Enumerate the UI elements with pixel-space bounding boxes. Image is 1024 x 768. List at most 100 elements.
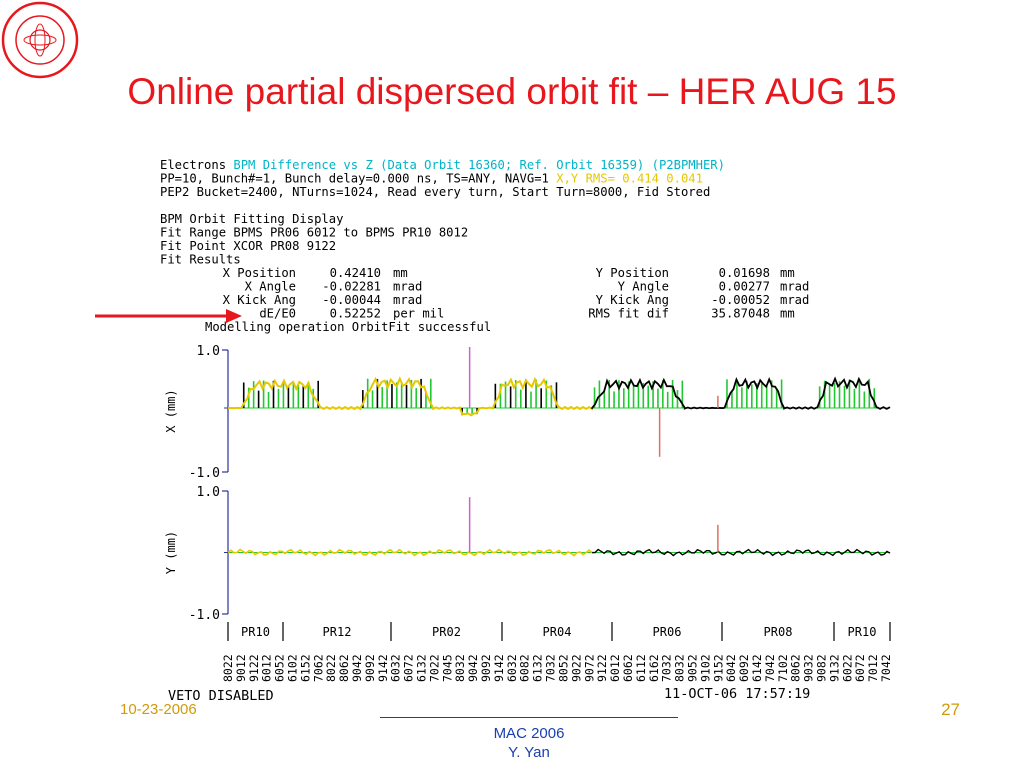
logo-center [29,29,51,51]
region-label-2: PR02 [432,625,461,639]
fit-value2-2: -0.00052 [711,293,770,307]
header-line-1: PP=10, Bunch#=1, Bunch delay=0.000 ns, T… [160,172,703,186]
bpm-label-34: 7032 [660,654,674,682]
bpm-label-38: 9152 [711,654,725,682]
bpm-label-6: 6152 [298,654,312,682]
fit-value-0: 0.42410 [330,266,381,280]
x-orbit-line-black [591,376,891,410]
y-ytick-bot: -1.0 [189,608,220,623]
bpm-label-50: 7012 [866,654,880,682]
bpm-label-45: 9032 [802,654,816,682]
bpm-label-35: 8032 [673,654,687,682]
bpm-label-7: 7062 [311,654,325,682]
bpm-label-1: 9012 [234,654,248,682]
region-label-1: PR12 [323,625,352,639]
fit-value2-3: 35.87048 [711,307,770,321]
logo-outer-ring [1,1,79,79]
bpm-label-31: 6062 [621,654,635,682]
region-label-6: PR10 [848,625,877,639]
fit-unit-3: per mil [393,307,444,321]
bpm-label-32: 6112 [634,654,648,682]
fit-line-0: BPM Orbit Fitting Display [160,212,343,226]
fit-unit-2: mrad [393,293,422,307]
footer-conference: MAC 2006 [493,725,565,742]
fit-label-0: X Position [223,266,296,280]
bpm-label-41: 6142 [750,654,764,682]
bpm-label-4: 6052 [273,654,287,682]
footer-divider [380,717,678,718]
region-label-0: PR10 [241,625,270,639]
fit-label2-1: Y Angle [618,280,669,294]
fit-unit2-0: mm [780,266,795,280]
x-orbit-line-yellow [227,376,594,417]
red-arrow-icon [95,309,242,323]
footer-date: 10-23-2006 [120,701,197,718]
fit-label-1: X Angle [245,280,296,294]
bpm-label-48: 6022 [840,654,854,682]
fit-label2-3: RMS fit dif [588,307,669,321]
bpm-label-49: 6072 [853,654,867,682]
bpm-label-37: 9102 [698,654,712,682]
bpm-label-46: 9082 [814,654,828,682]
bpm-label-47: 9132 [827,654,841,682]
fit-value2-1: 0.00277 [719,280,770,294]
y-ylabel: Y (mm) [164,531,178,574]
fit-label2-2: Y Kick Ang [596,293,669,307]
footer-author: Y. Yan [508,744,550,761]
fit-unit-1: mrad [393,280,422,294]
bpm-label-22: 6032 [505,654,519,682]
bpm-label-24: 6132 [531,654,545,682]
y-orbit-line-black [592,548,891,557]
region-label-5: PR08 [764,625,793,639]
region-label-3: PR04 [543,625,572,639]
y-orbit-line-yellow [227,548,593,557]
x-ytick-bot: -1.0 [189,466,220,481]
bpm-label-14: 6072 [402,654,416,682]
header-line-2: PEP2 Bucket=2400, NTurns=1024, Read ever… [160,185,710,199]
bpm-label-18: 8032 [453,654,467,682]
bpm-label-26: 8052 [556,654,570,682]
x-ytick-top: 1.0 [197,344,220,359]
bpm-label-13: 6032 [389,654,403,682]
bpm-label-21: 9142 [492,654,506,682]
bpm-label-25: 7032 [544,654,558,682]
bpm-label-23: 6082 [518,654,532,682]
bpm-label-11: 9092 [363,654,377,682]
bpm-label-0: 8022 [221,654,235,682]
fit-unit2-3: mm [780,307,795,321]
fit-value-2: -0.00044 [322,293,381,307]
fit-status: Modelling operation OrbitFit successful [205,320,491,334]
x-ylabel: X (mm) [164,389,178,432]
bpm-orbit-display: Electrons BPM Difference vs Z (Data Orbi… [160,158,893,682]
fit-label-3: dE/E0 [259,307,296,321]
bpm-label-29: 9122 [595,654,609,682]
page-number: 27 [941,700,960,719]
bpm-label-9: 8062 [337,654,351,682]
region-label-4: PR06 [653,625,682,639]
bpm-label-51: 7042 [879,654,893,682]
slac-seal-logo [1,1,79,79]
bpm-label-44: 8062 [789,654,803,682]
bpm-label-43: 7102 [776,654,790,682]
fit-value2-0: 0.01698 [719,266,770,280]
bpm-label-5: 6102 [286,654,300,682]
logo-atom-orbit-2 [34,23,46,57]
bpm-label-17: 7045 [440,654,454,682]
bpm-label-30: 6012 [608,654,622,682]
bpm-label-19: 9042 [466,654,480,682]
logo-inner-ring [15,15,65,65]
veto-status: VETO DISABLED [168,688,388,705]
bpm-label-2: 9122 [247,654,261,682]
bpm-label-39: 6042 [724,654,738,682]
slide-title: Online partial dispersed orbit fit – HER… [127,71,897,112]
fit-label-2: X Kick Ang [223,293,296,307]
timestamp: 11-OCT-06 17:57:19 [664,686,894,703]
bpm-label-36: 9052 [685,654,699,682]
bpm-label-28: 9072 [582,654,596,682]
bpm-label-20: 9092 [479,654,493,682]
y-ytick-top: 1.0 [197,485,220,500]
fit-line-2: Fit Point XCOR PR08 9122 [160,239,336,253]
header-line-0: Electrons BPM Difference vs Z (Data Orbi… [160,158,725,172]
fit-unit-0: mm [393,266,408,280]
fit-line-3: Fit Results [160,253,241,267]
